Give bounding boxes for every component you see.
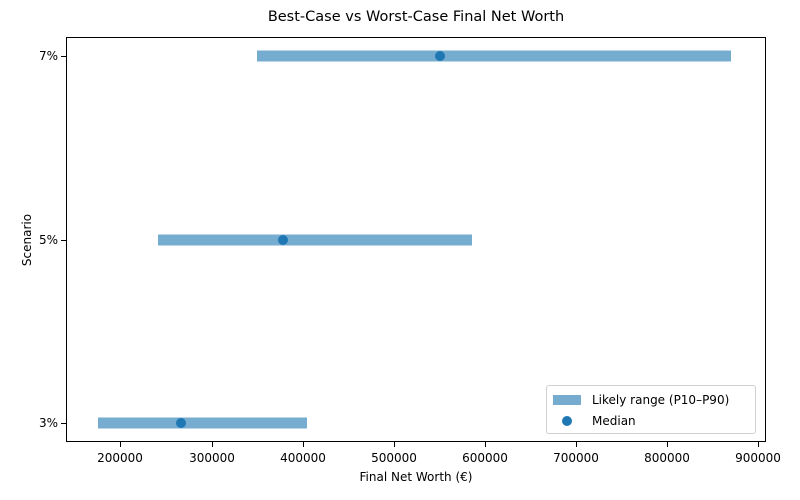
- xtick-label: 900000: [735, 451, 781, 465]
- ytick-5: [61, 240, 66, 241]
- xtick-label: 800000: [644, 451, 690, 465]
- xtick-label: 200000: [97, 451, 143, 465]
- ytick-label-5: 5%: [38, 233, 58, 247]
- xtick-label: 300000: [189, 451, 235, 465]
- plot-area: [66, 37, 766, 442]
- median-dot-3: [176, 418, 186, 428]
- xtick: [394, 442, 395, 447]
- xtick: [212, 442, 213, 447]
- xtick-label: 600000: [462, 451, 508, 465]
- ytick-7: [61, 56, 66, 57]
- legend-item-range: Likely range (P10–P90): [547, 393, 729, 407]
- ytick-3: [61, 423, 66, 424]
- y-axis-label: Scenario: [20, 213, 34, 267]
- xtick: [120, 442, 121, 447]
- xtick-label: 400000: [280, 451, 326, 465]
- chart-title: Best-Case vs Worst-Case Final Net Worth: [267, 9, 565, 25]
- xtick: [667, 442, 668, 447]
- xtick: [576, 442, 577, 447]
- xtick: [303, 442, 304, 447]
- range-bar-7: [257, 50, 731, 62]
- legend: Likely range (P10–P90) Median: [546, 385, 756, 434]
- ytick-label-3: 3%: [38, 416, 58, 430]
- xtick-label: 700000: [553, 451, 599, 465]
- xtick: [758, 442, 759, 447]
- xtick-label: 500000: [371, 451, 417, 465]
- ytick-label-7: 7%: [38, 49, 58, 63]
- legend-range-label: Likely range (P10–P90): [592, 393, 730, 407]
- legend-item-median: Median: [547, 414, 636, 428]
- range-swatch-icon: [553, 395, 581, 405]
- legend-median-label: Median: [592, 414, 636, 428]
- range-bar-3: [98, 417, 307, 429]
- range-bar-5: [158, 234, 472, 246]
- median-dot-5: [278, 235, 288, 245]
- xtick: [485, 442, 486, 447]
- median-marker-icon: [562, 416, 572, 426]
- median-dot-7: [435, 51, 445, 61]
- x-axis-label: Final Net Worth (€): [359, 470, 473, 484]
